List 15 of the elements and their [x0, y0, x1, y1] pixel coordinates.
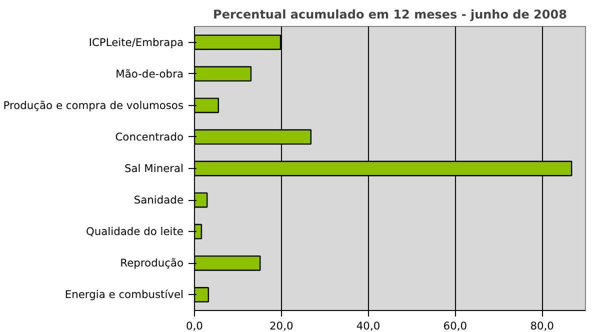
x-tick-label: 60,0 — [443, 320, 468, 332]
x-tick-label: 80,0 — [530, 320, 554, 332]
x-tick-label: 0,0 — [186, 320, 204, 332]
y-tick-label: Sanidade — [134, 194, 184, 207]
x-tick-label: 20,0 — [270, 320, 294, 332]
y-tick-label: Concentrado — [115, 130, 184, 144]
y-tick-label: Reprodução — [120, 256, 184, 270]
y-tick-label: Produção e compra de volumosos — [3, 98, 184, 112]
y-tick-label: Energia e combustível — [64, 288, 184, 302]
y-tick-label: ICPLeite/Embrapa — [88, 36, 184, 49]
y-tick-label: Sal Mineral — [124, 162, 184, 175]
x-tick-label: 40,0 — [356, 320, 380, 332]
y-tick-label: Mão-de-obra — [116, 67, 184, 80]
chart-title: Percentual acumulado em 12 meses - junho de 2008 — [213, 8, 567, 22]
y-tick-label: Qualidade do leite — [86, 225, 184, 238]
